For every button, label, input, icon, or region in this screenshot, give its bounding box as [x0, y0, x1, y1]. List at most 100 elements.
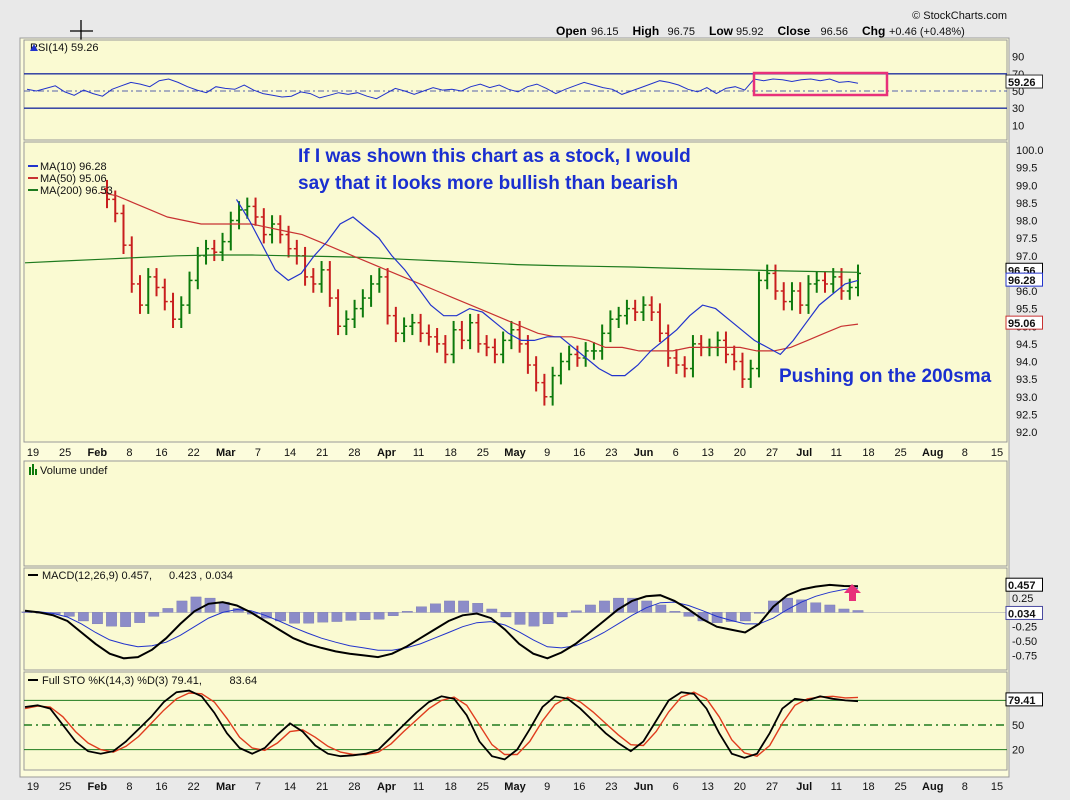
- date-tick-label: 16: [155, 447, 167, 459]
- stochastic-k-tag: 79.41: [1008, 695, 1036, 707]
- stochastic-k-line: [24, 689, 859, 761]
- watermark: © StockCharts.com: [912, 10, 1007, 22]
- macd-histogram-bar: [387, 612, 399, 616]
- macd-histogram-bar: [373, 612, 385, 620]
- date-tick-label: 9: [544, 447, 550, 459]
- rsi-title: RSI(14) 59.26: [30, 42, 98, 54]
- macd-histogram-bar: [810, 602, 822, 613]
- date-tick-label: 18: [862, 447, 874, 459]
- rsi-current-tag: 59.26: [1008, 77, 1036, 89]
- macd-tick-label: -0.25: [1012, 622, 1037, 634]
- price-bar: [764, 264, 771, 290]
- macd-histogram-bar: [92, 612, 103, 625]
- macd-histogram-bar: [275, 612, 286, 622]
- date-tick-label: Aug: [922, 447, 943, 459]
- price-bar: [747, 359, 754, 388]
- price-tick-label: 92.5: [1016, 409, 1037, 421]
- price-bar: [269, 215, 276, 244]
- price-bar: [755, 271, 762, 378]
- date-tick-label: 23: [605, 781, 617, 793]
- macd-value-tag: 0.457: [1008, 580, 1036, 592]
- macd-histogram-bar: [824, 604, 836, 613]
- volume-panel: Volume undef: [23, 460, 1008, 567]
- stochastic-tick-label: 20: [1012, 745, 1024, 757]
- date-axis-bottom: 19 25 Feb 8 16 22 Mar 7 14 21 28 Apr 11 18 25 May 9 16 23 J…: [27, 781, 1003, 793]
- price-bar: [640, 296, 647, 321]
- date-tick-label: 7: [255, 781, 261, 793]
- stochastic-panel: Full STO %K(14,3) %D(3) 79.41, 83.64 50 2…: [23, 671, 1043, 771]
- stochastic-title-part: Full STO %K(14,3) %D(3) 79.41,: [42, 675, 202, 687]
- macd-title-part: 0.423: [169, 570, 197, 582]
- date-tick-label: 6: [673, 781, 679, 793]
- price-bar: [417, 313, 424, 343]
- date-tick-label: 16: [573, 781, 585, 793]
- rsi-tick-label: 50: [1012, 86, 1024, 98]
- macd-tick-label: -0.50: [1012, 636, 1037, 648]
- date-tick-label: 20: [734, 781, 746, 793]
- price-bar: [153, 268, 160, 297]
- macd-tick-label: -0.75: [1012, 650, 1037, 662]
- price-bar: [731, 345, 738, 371]
- price-bar: [145, 268, 152, 314]
- price-bar: [186, 271, 193, 314]
- ohlc-label-high: High: [633, 24, 660, 38]
- macd-title: MACD(12,26,9) 0.457, 0.423, 0.034: [28, 570, 233, 582]
- date-tick-label: 7: [255, 447, 261, 459]
- up-arrow-icon: [844, 584, 861, 601]
- price-bar: [458, 320, 465, 350]
- price-bar: [673, 349, 680, 374]
- date-tick-label: Feb: [87, 781, 107, 793]
- ohlc-value-high: 96.75: [668, 26, 696, 38]
- price-bar: [615, 306, 622, 329]
- price-tick-label: 93.0: [1016, 392, 1037, 404]
- price-tick-label: 98.0: [1016, 216, 1037, 228]
- macd-histogram-bar: [556, 612, 568, 618]
- price-tick-label: 98.5: [1016, 198, 1037, 210]
- macd-histogram-bar: [500, 612, 512, 618]
- macd-histogram-bar: [359, 612, 371, 621]
- date-tick-label: 25: [59, 447, 71, 459]
- macd-histogram-bar: [796, 599, 808, 613]
- price-bar: [450, 320, 457, 364]
- date-tick-label: 25: [59, 781, 71, 793]
- stochastic-d-line: [24, 691, 859, 757]
- rsi-tick-label: 90: [1012, 52, 1024, 64]
- price-bar: [821, 271, 828, 293]
- price-bar: [252, 197, 259, 226]
- price-tick-label: 94.5: [1016, 339, 1037, 351]
- price-bar: [656, 303, 663, 343]
- macd-histogram-bar: [725, 612, 737, 622]
- price-bar: [566, 345, 573, 371]
- date-tick-label: Jun: [634, 447, 654, 459]
- price-panel: 100.099.599.098.598.097.597.096.596.095.…: [23, 141, 1044, 443]
- volume-bars-icon: [29, 464, 37, 475]
- macd-histogram-bar: [317, 612, 329, 623]
- ohlc-label-open: Open: [556, 24, 587, 38]
- macd-histogram-bar: [416, 606, 427, 613]
- rsi-current-tag-box: [1005, 74, 1043, 89]
- price-bar: [838, 268, 845, 300]
- date-tick-label: 25: [477, 781, 489, 793]
- macd-histogram-bar: [486, 608, 498, 613]
- price-bar: [813, 271, 820, 293]
- macd-histogram-bar: [852, 610, 864, 613]
- price-bar: [623, 299, 630, 325]
- date-tick-label: 28: [348, 781, 360, 793]
- macd-histogram-bar: [528, 612, 540, 627]
- macd-signal-line: [24, 587, 859, 651]
- price-bar: [227, 211, 234, 251]
- price-tick-label: 92.0: [1016, 427, 1037, 439]
- macd-histogram-bar: [134, 612, 146, 623]
- macd-histogram-bar: [472, 603, 484, 613]
- date-tick-label: Mar: [216, 781, 236, 793]
- date-tick-label: 16: [155, 781, 167, 793]
- date-tick-label: Apr: [377, 781, 397, 793]
- price-bar: [590, 342, 597, 360]
- price-bar: [384, 268, 391, 325]
- price-bar: [137, 275, 144, 314]
- macd-line: [24, 583, 859, 660]
- ohlc-value-close: 96.56: [821, 26, 849, 38]
- stochastic-title-part: 83.64: [230, 675, 258, 687]
- macd-histogram-bar: [641, 600, 653, 613]
- macd-histogram-bar: [63, 612, 75, 617]
